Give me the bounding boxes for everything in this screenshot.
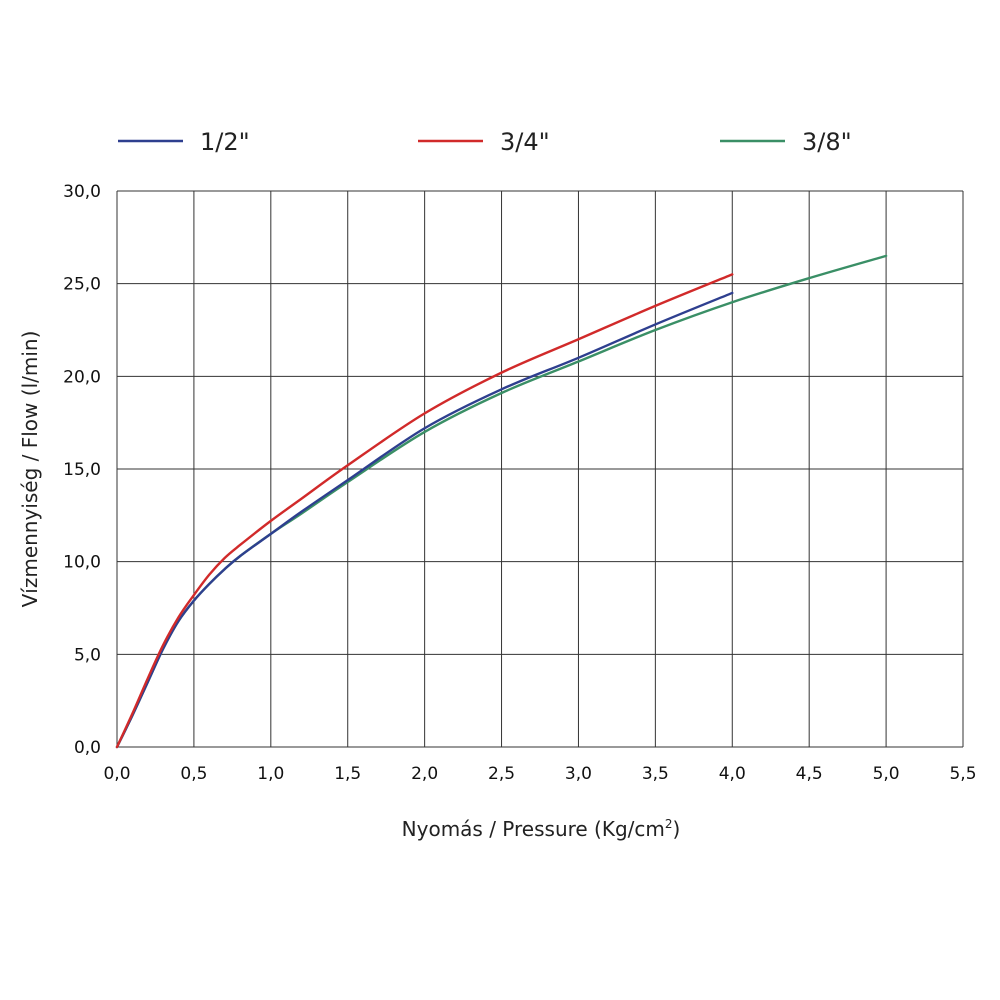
y-tick-label: 20,0 — [63, 367, 101, 387]
x-axis-title: Nyomás / Pressure (Kg/cm2) — [402, 817, 681, 841]
x-tick-label: 1,0 — [257, 764, 284, 784]
x-tick-label: 4,0 — [719, 764, 746, 784]
x-axis-title-superscript: 2 — [665, 817, 673, 831]
x-tick-label: 4,5 — [796, 764, 823, 784]
x-tick-label: 3,0 — [565, 764, 592, 784]
x-tick-labels: 0,0 0,5 1,0 1,5 2,0 2,5 3,0 3,5 4,0 4,5 5,0 5,5 — [103, 764, 976, 784]
legend-label: 1/2" — [200, 128, 250, 156]
legend-label: 3/8" — [802, 128, 852, 156]
x-tick-label: 0,5 — [180, 764, 207, 784]
x-axis-title-main: Nyomás / Pressure (Kg/cm — [402, 817, 665, 841]
grid — [116, 190, 964, 748]
y-tick-label: 25,0 — [63, 275, 101, 295]
x-axis-title-end: ) — [673, 817, 681, 841]
legend-label: 3/4" — [500, 128, 550, 156]
x-tick-label: 3,5 — [642, 764, 669, 784]
series-line — [115, 291, 734, 749]
series-line — [115, 273, 734, 749]
legend: 1/2" 3/4" 3/8" — [118, 128, 852, 156]
y-tick-label: 15,0 — [63, 460, 101, 480]
y-axis-title: Vízmennyiség / Flow (l/min) — [18, 331, 42, 608]
x-tick-label: 5,5 — [949, 764, 976, 784]
y-tick-label: 5,0 — [74, 645, 101, 665]
x-tick-label: 1,5 — [334, 764, 361, 784]
x-tick-label: 2,0 — [411, 764, 438, 784]
series-lines — [115, 254, 888, 749]
y-tick-label: 30,0 — [63, 182, 101, 202]
x-tick-label: 2,5 — [488, 764, 515, 784]
y-tick-label: 0,0 — [74, 738, 101, 758]
y-tick-labels: 0,0 5,0 10,0 15,0 20,0 25,0 30,0 — [63, 182, 101, 758]
x-tick-label: 5,0 — [873, 764, 900, 784]
y-tick-label: 10,0 — [63, 553, 101, 573]
x-tick-label: 0,0 — [103, 764, 130, 784]
